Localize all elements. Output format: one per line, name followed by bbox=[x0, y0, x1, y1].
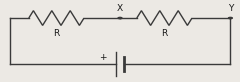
Text: X: X bbox=[117, 4, 123, 13]
Text: Y: Y bbox=[228, 4, 233, 13]
Circle shape bbox=[228, 17, 232, 19]
Text: R: R bbox=[53, 29, 60, 38]
Text: +: + bbox=[99, 52, 107, 62]
Circle shape bbox=[118, 17, 122, 19]
Text: R: R bbox=[161, 29, 168, 38]
